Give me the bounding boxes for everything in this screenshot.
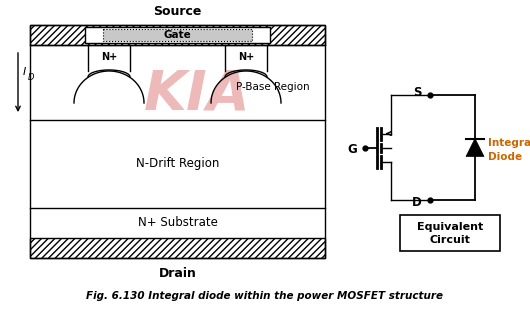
Bar	[103, 29, 252, 41]
Text: D: D	[412, 196, 422, 208]
Text: N-Drift Region: N-Drift Region	[136, 158, 219, 170]
Text: KIA: KIA	[144, 68, 251, 122]
Bar	[30, 25, 325, 45]
Text: Gate: Gate	[164, 30, 191, 40]
Text: N+ Substrate: N+ Substrate	[138, 217, 217, 230]
Text: N+: N+	[238, 52, 254, 62]
Text: G: G	[347, 143, 357, 156]
Bar	[85, 27, 270, 43]
Text: S: S	[413, 86, 422, 100]
Text: Fig. 6.130 Integral diode within the power MOSFET structure: Fig. 6.130 Integral diode within the pow…	[86, 291, 444, 301]
Text: Drain: Drain	[158, 267, 197, 280]
Text: Integral: Integral	[488, 139, 530, 149]
Text: D: D	[28, 74, 34, 82]
Text: N+: N+	[101, 52, 117, 62]
Text: I: I	[23, 67, 27, 77]
Bar	[400, 215, 500, 251]
Text: Diode: Diode	[488, 152, 522, 162]
Text: Equivalent: Equivalent	[417, 222, 483, 232]
Text: P-Base Region: P-Base Region	[236, 82, 310, 92]
Text: Source: Source	[153, 5, 202, 18]
Polygon shape	[466, 139, 484, 157]
Text: Circuit: Circuit	[429, 235, 471, 245]
Bar	[30, 25, 325, 258]
Bar	[30, 238, 325, 258]
